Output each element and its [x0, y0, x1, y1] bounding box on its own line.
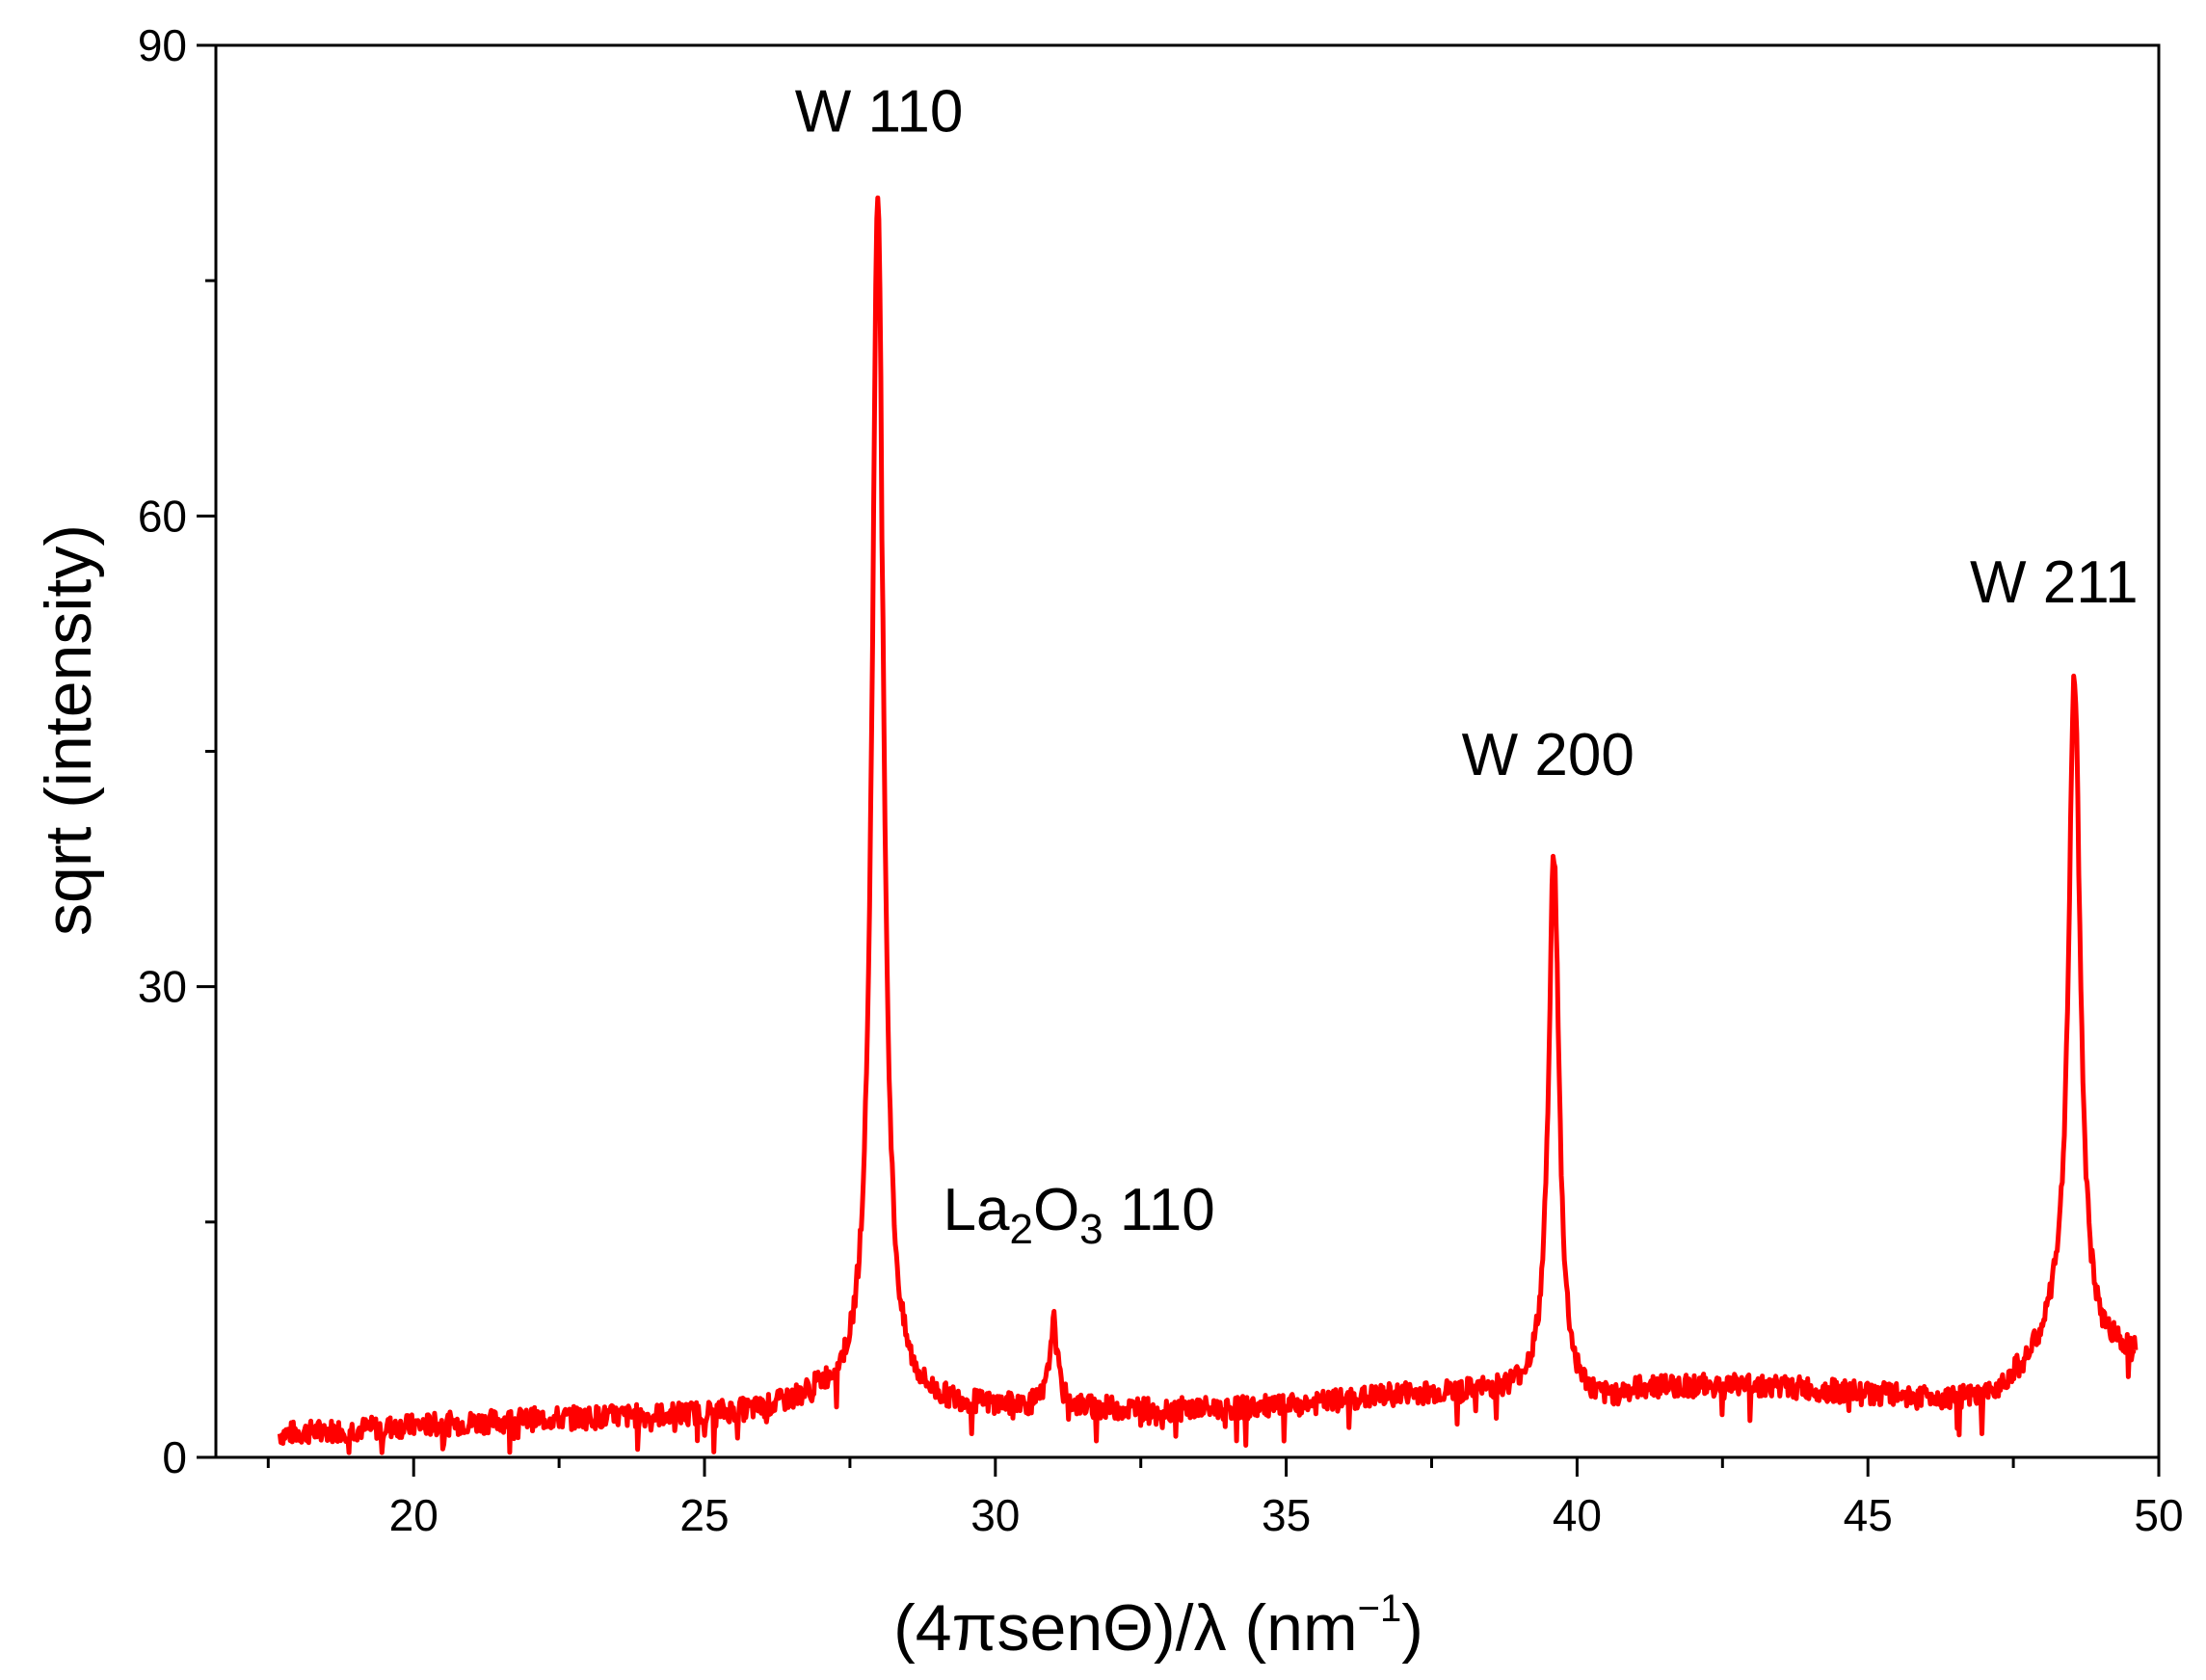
x-tick-label: 35	[1262, 1490, 1311, 1540]
la2o3-sub1: 2	[1009, 1206, 1032, 1253]
la2o3-suffix: 110	[1103, 1177, 1215, 1243]
series-line	[277, 195, 2139, 1455]
y-tick-label: 60	[138, 491, 187, 541]
plot-frame	[214, 43, 2161, 1459]
annotation-w200: W 200	[1462, 722, 1635, 788]
axes	[214, 43, 2161, 1459]
x-axis-title-main: (4πsenΘ)/λ	[893, 1591, 1226, 1665]
x-tick-label: 40	[1553, 1490, 1602, 1540]
ticks	[197, 43, 2161, 1477]
la2o3-mid: O	[1033, 1177, 1079, 1243]
x-tick-label: 25	[679, 1490, 729, 1540]
x-axis-title-unit: (nm	[1244, 1591, 1357, 1665]
y-tick-label: 90	[138, 20, 187, 70]
annotation-la2o3: La2O3 110	[943, 1177, 1214, 1253]
y-tick-label: 0	[162, 1432, 187, 1482]
x-axis-title-unit-close: )	[1401, 1591, 1423, 1665]
tick-labels: 20 25 30 35 40 45 50 0 30 60 90	[138, 20, 2184, 1540]
la2o3-prefix: La	[943, 1177, 1009, 1243]
la2o3-sub2: 3	[1079, 1206, 1103, 1253]
y-tick-label: 30	[138, 962, 187, 1012]
x-tick-label: 45	[1844, 1490, 1893, 1540]
x-axis-title: (4πsenΘ)/λ (nm−1)	[893, 1587, 1423, 1665]
x-tick-label: 20	[389, 1490, 439, 1540]
annotation-w211: W 211	[1970, 549, 2139, 616]
annotation-w110: W 110	[795, 79, 964, 146]
x-axis-title-unit-sup: −1	[1358, 1587, 1402, 1630]
x-tick-label: 50	[2134, 1490, 2183, 1540]
x-tick-label: 30	[970, 1490, 1020, 1540]
y-axis-title: sqrt (intensity)	[32, 524, 105, 936]
